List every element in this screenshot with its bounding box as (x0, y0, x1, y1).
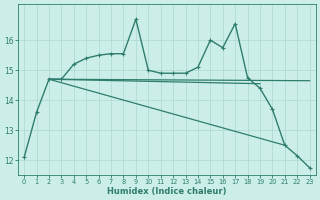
X-axis label: Humidex (Indice chaleur): Humidex (Indice chaleur) (107, 187, 227, 196)
